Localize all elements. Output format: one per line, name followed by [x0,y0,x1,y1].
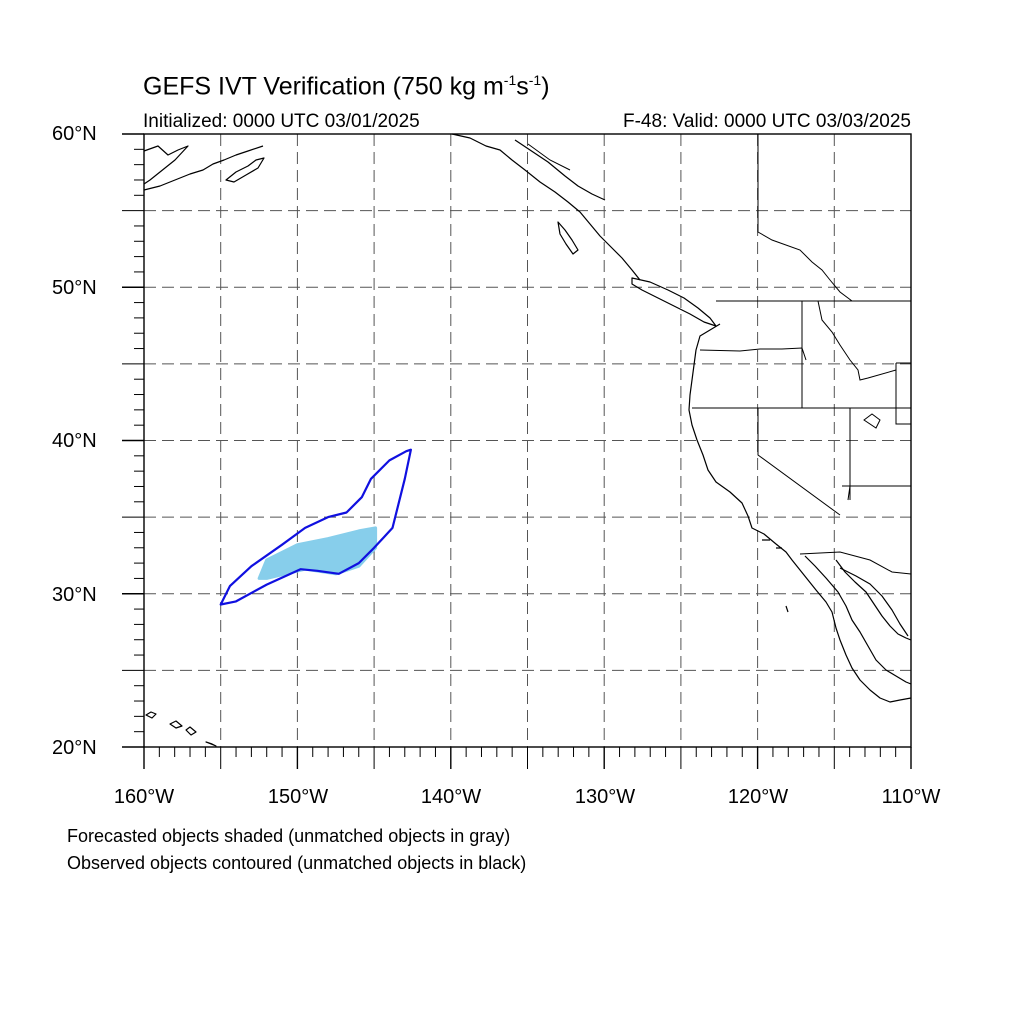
axis-ticks [122,133,912,769]
hawaii-island-4 [205,741,217,747]
nevada-arizona-border [842,485,911,501]
us-west-coast [688,323,912,703]
legend-note-observed: Observed objects contoured (unmatched ob… [67,853,527,873]
political-boundaries [527,134,912,575]
vancouver-island-coast [631,277,717,327]
map-frame [143,133,912,748]
initialized-time-label: Initialized: 0000 UTC 03/01/2025 [143,111,420,132]
washington-oregon-border [699,347,807,361]
lon-label-160w: 160°W [113,786,175,808]
kodiak-island-coast [225,157,265,183]
haida-gwaii-coast [557,221,579,255]
alaska-peninsula-coast [143,145,189,185]
lat-label-30: 30°N [52,584,97,606]
canada-coast [514,139,606,201]
coastlines [143,133,912,747]
lon-label-150w: 150°W [267,786,329,808]
lat-label-60: 60°N [52,123,97,145]
lon-label-130w: 130°W [574,786,636,808]
lon-label-120w: 120°W [727,786,789,808]
lon-label-140w: 140°W [420,786,482,808]
channel-islands [762,539,789,613]
gulf-of-california-coast [835,559,912,641]
gulf-of-alaska-coast [451,133,641,281]
great-salt-lake [863,413,881,429]
legend-note-forecast: Forecasted objects shaded (unmatched obj… [67,826,511,846]
graticule-grid [144,134,911,747]
hawaii-island-1 [145,711,157,719]
alaska-bc-border [527,143,571,171]
valid-time-label: F-48: Valid: 0000 UTC 03/03/2025 [623,111,911,132]
observed-object-contour [219,448,412,606]
baja-coast-east [804,555,912,685]
ivt-objects [219,448,412,606]
california-nevada-border [757,408,841,516]
mainland-mexico-coast [839,567,909,637]
hawaii-island-2 [169,720,183,729]
bc-alberta-border [757,134,853,302]
figure-title: GEFS IVT Verification (750 kg m-1s-1) [143,72,550,101]
lat-label-50: 50°N [52,277,97,299]
lon-label-110w: 110°W [881,786,941,808]
alaska-peninsula-coast-2 [143,145,264,191]
lat-label-20: 20°N [52,737,97,759]
lat-label-40: 40°N [52,430,97,452]
us-mexico-border [799,551,912,575]
montana-wyoming-border [895,362,911,425]
hawaii-island-3 [185,726,197,736]
idaho-montana-border [817,300,897,381]
